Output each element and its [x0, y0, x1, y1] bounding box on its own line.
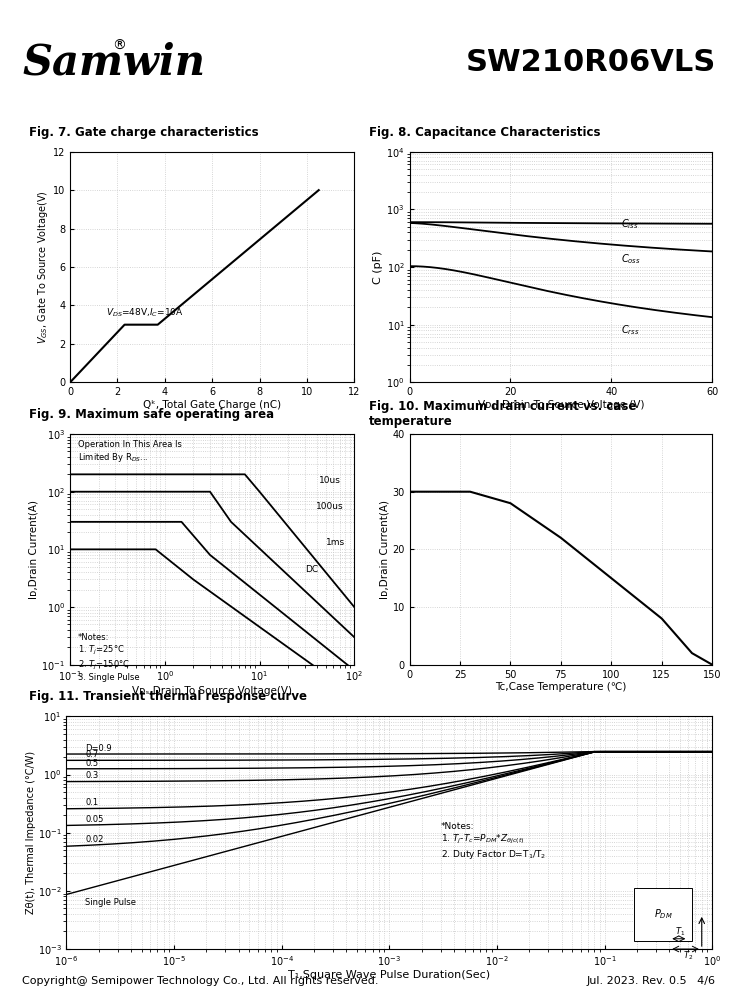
Text: Jul. 2023. Rev. 0.5   4/6: Jul. 2023. Rev. 0.5 4/6 — [587, 976, 716, 986]
Text: 1ms: 1ms — [325, 538, 345, 547]
Text: $C_{rss}$: $C_{rss}$ — [621, 324, 640, 337]
Y-axis label: $V_{GS}$, Gate To Source Voltage(V): $V_{GS}$, Gate To Source Voltage(V) — [36, 190, 50, 344]
Text: $C_{iss}$: $C_{iss}$ — [621, 217, 639, 231]
Y-axis label: Iᴅ,Drain Current(A): Iᴅ,Drain Current(A) — [29, 500, 38, 599]
Text: Fig. 10. Maximum drain current vs. case
temperature: Fig. 10. Maximum drain current vs. case … — [369, 400, 636, 428]
Text: $V_{DS}$=48V,$I_C$=10A: $V_{DS}$=48V,$I_C$=10A — [106, 306, 183, 319]
Text: SW210R06VLS: SW210R06VLS — [466, 48, 716, 77]
Text: $C_{oss}$: $C_{oss}$ — [621, 252, 641, 266]
Text: ®: ® — [112, 38, 126, 52]
Y-axis label: C (pF): C (pF) — [373, 250, 384, 284]
X-axis label: Vᴅₛ,Drain To Source Voltage(V): Vᴅₛ,Drain To Source Voltage(V) — [132, 686, 292, 696]
Text: 0.7: 0.7 — [86, 750, 99, 759]
Text: 0.5: 0.5 — [86, 759, 98, 768]
Text: 0.3: 0.3 — [86, 771, 99, 780]
X-axis label: Tc,Case Temperature (℃): Tc,Case Temperature (℃) — [495, 682, 627, 692]
Text: $P_{DM}$: $P_{DM}$ — [654, 907, 672, 921]
Text: 0.05: 0.05 — [86, 815, 104, 824]
Text: Single Pulse: Single Pulse — [86, 898, 137, 907]
Text: *Notes:
1. $T_j$=25°C
2. $T_j$=150°C
3. Single Pulse: *Notes: 1. $T_j$=25°C 2. $T_j$=150°C 3. … — [77, 633, 139, 682]
Y-axis label: Zθ(t), Thermal Impedance (°C/W): Zθ(t), Thermal Impedance (°C/W) — [26, 751, 36, 914]
Text: Operation In This Area Is: Operation In This Area Is — [77, 440, 182, 449]
Text: Fig. 7. Gate charge characteristics: Fig. 7. Gate charge characteristics — [29, 126, 258, 139]
Y-axis label: Iᴅ,Drain Current(A): Iᴅ,Drain Current(A) — [379, 500, 390, 599]
X-axis label: Vᴅₛ, Drain To Source Voltage (V): Vᴅₛ, Drain To Source Voltage (V) — [477, 400, 644, 410]
Text: 100us: 100us — [316, 502, 343, 511]
Text: 0.1: 0.1 — [86, 798, 98, 807]
Text: Fig. 9. Maximum safe operating area: Fig. 9. Maximum safe operating area — [29, 408, 274, 421]
Text: 10us: 10us — [319, 476, 341, 485]
Text: Fig. 8. Capacitance Characteristics: Fig. 8. Capacitance Characteristics — [369, 126, 600, 139]
Text: Fig. 11. Transient thermal response curve: Fig. 11. Transient thermal response curv… — [29, 690, 307, 703]
Text: DC: DC — [305, 565, 318, 574]
Text: *Notes:
1. $T_j$-$T_c$=$P_{DM}$*$Z_{\theta jc(t)}$
2. Duty Factor D=T$_1$/T$_2$: *Notes: 1. $T_j$-$T_c$=$P_{DM}$*$Z_{\the… — [441, 822, 546, 861]
Text: Copyright@ Semipower Technology Co., Ltd. All rights reserved.: Copyright@ Semipower Technology Co., Ltd… — [22, 976, 379, 986]
Text: D=0.9: D=0.9 — [86, 744, 112, 753]
Text: $T_1$: $T_1$ — [675, 925, 685, 938]
X-axis label: Qᵏ, Total Gate Charge (nC): Qᵏ, Total Gate Charge (nC) — [143, 400, 281, 410]
X-axis label: T₁,Square Wave Pulse Duration(Sec): T₁,Square Wave Pulse Duration(Sec) — [289, 970, 490, 980]
Text: Samwin: Samwin — [22, 41, 205, 84]
Text: Limited By R$_{DS}$...: Limited By R$_{DS}$... — [77, 451, 148, 464]
Text: 0.02: 0.02 — [86, 835, 104, 844]
Text: $T_2$: $T_2$ — [683, 949, 694, 962]
